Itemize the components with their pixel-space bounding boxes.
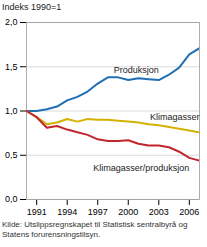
svg-text:1991: 1991: [27, 207, 47, 217]
svg-text:2000: 2000: [118, 207, 138, 217]
html-text:Indeks 1990=1: Indeks 1990=1: [2, 2, 62, 12]
svg-text:0,0: 0,0: [5, 194, 18, 204]
svg-text:2,0: 2,0: [5, 17, 18, 27]
svg-text:2006: 2006: [179, 207, 199, 217]
svg-text:0,5: 0,5: [5, 150, 18, 160]
svg-text:1994: 1994: [57, 207, 77, 217]
svg-text:Klimagasser: Klimagasser: [150, 112, 200, 122]
svg-text:Klimagasser/produksjon: Klimagasser/produksjon: [93, 163, 189, 173]
svg-text:1997: 1997: [88, 207, 108, 217]
svg-text:1,5: 1,5: [5, 62, 18, 72]
svg-text:Produksjon: Produksjon: [114, 65, 159, 75]
svg-text:1,0: 1,0: [5, 106, 18, 116]
svg-text:2003: 2003: [149, 207, 169, 217]
html-text:Kilde: Utslippsregnskapet til: Kilde: Utslippsregnskapet til Statistisk…: [2, 220, 188, 239]
